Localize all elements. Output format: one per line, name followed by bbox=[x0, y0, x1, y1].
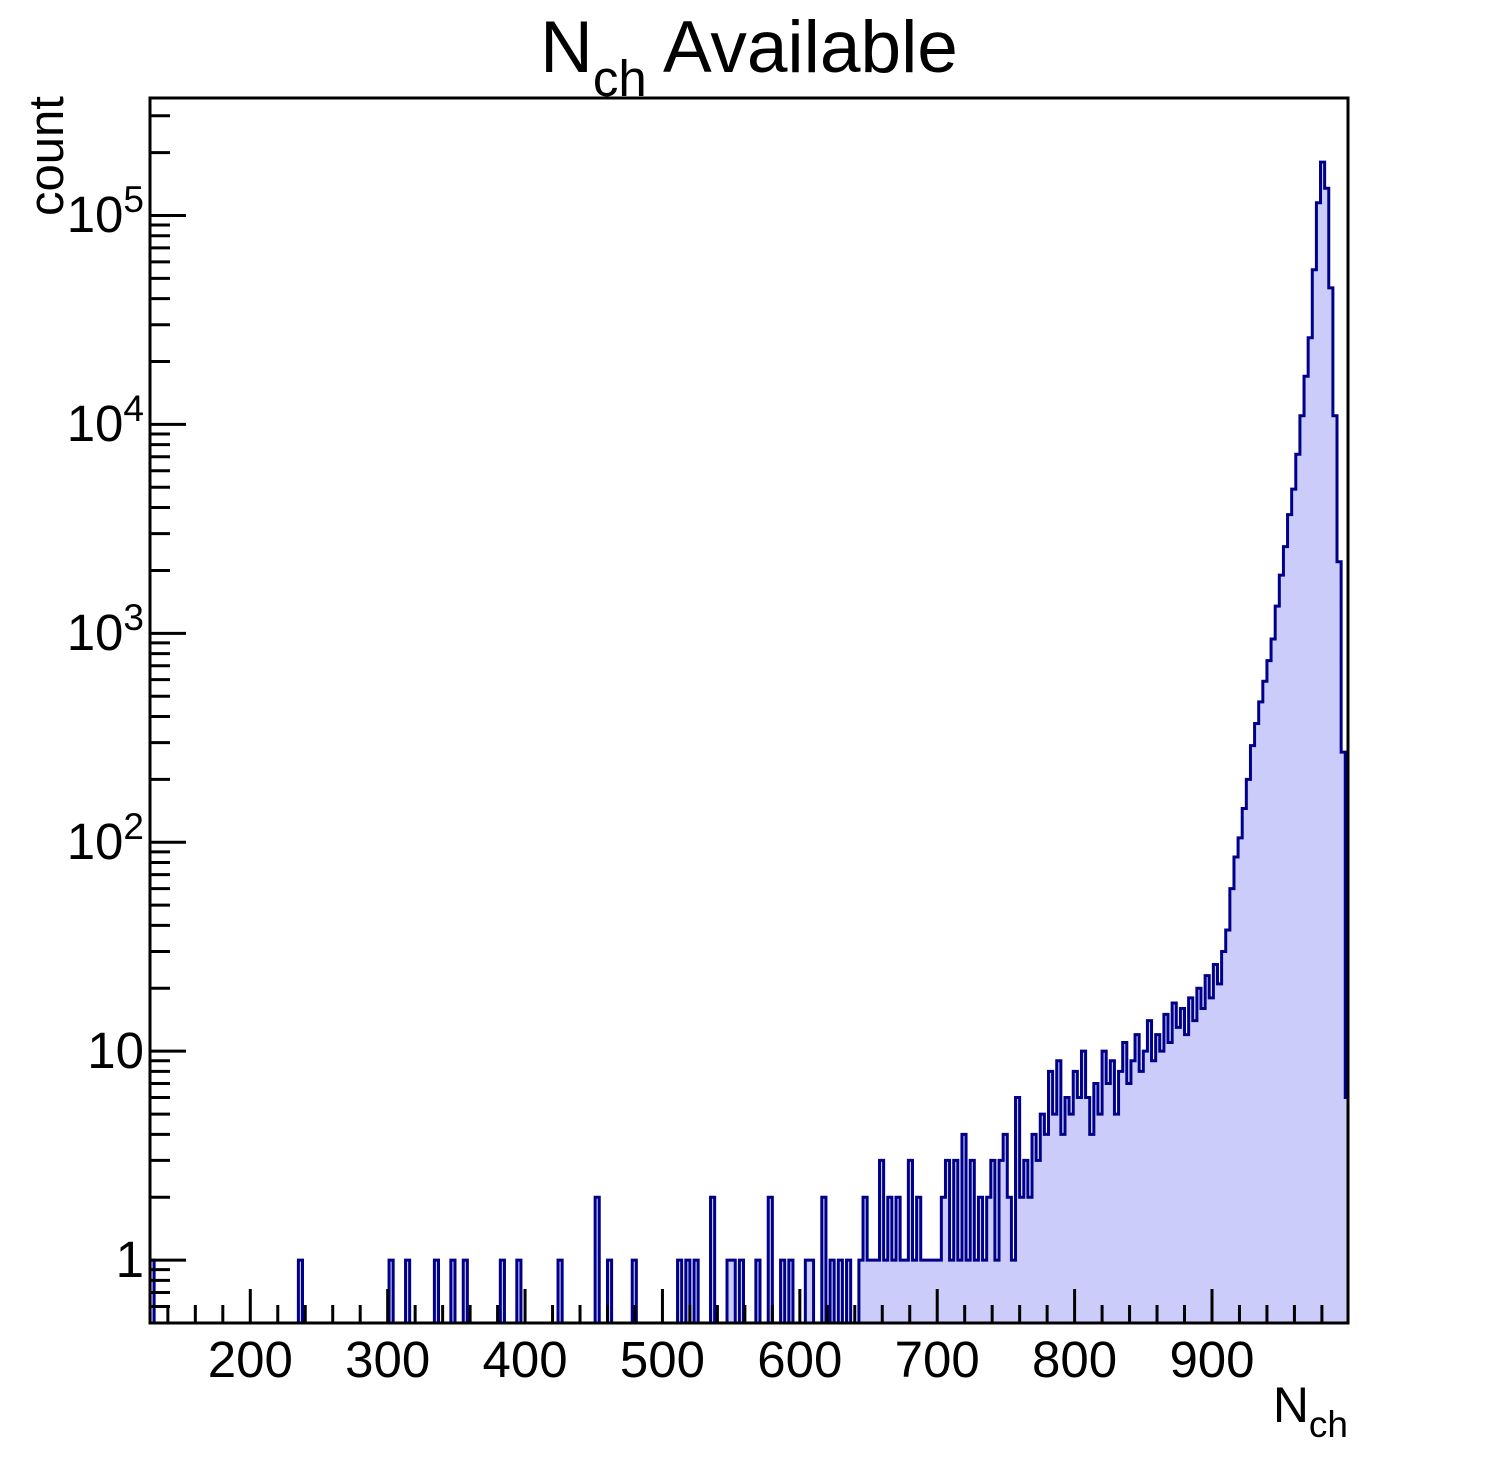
y-tick-exponent: 4 bbox=[123, 388, 144, 430]
chart-title: Nch Available bbox=[150, 0, 1348, 108]
chart-title-main: N bbox=[540, 7, 593, 88]
x-axis-title: Nch bbox=[1148, 1376, 1348, 1446]
y-tick-exponent: 2 bbox=[123, 806, 144, 848]
y-tick-label: 104 bbox=[66, 388, 144, 453]
plot-frame bbox=[148, 96, 1350, 1325]
x-tick-label: 200 bbox=[207, 1331, 293, 1388]
y-tick-label: 103 bbox=[66, 597, 144, 662]
x-tick-label: 300 bbox=[345, 1331, 431, 1388]
chart-title-rest: Available bbox=[646, 7, 958, 88]
x-tick-label: 900 bbox=[1169, 1331, 1255, 1388]
chart-title-subscript: ch bbox=[592, 50, 647, 107]
x-tick-label: 700 bbox=[894, 1331, 980, 1388]
x-tick-label: 500 bbox=[619, 1331, 705, 1388]
y-tick-label: 10 bbox=[87, 1022, 144, 1080]
y-tick-label: 105 bbox=[66, 179, 144, 244]
y-tick-exponent: 5 bbox=[123, 179, 144, 221]
y-tick-exponent: 3 bbox=[123, 597, 144, 639]
x-axis-title-main: N bbox=[1272, 1377, 1309, 1433]
x-tick-label: 600 bbox=[757, 1331, 843, 1388]
x-tick-label: 800 bbox=[1032, 1331, 1118, 1388]
x-tick-label: 400 bbox=[482, 1331, 568, 1388]
histogram-area bbox=[150, 160, 1348, 1323]
y-tick-label: 1 bbox=[115, 1231, 144, 1289]
y-tick-label: 102 bbox=[66, 806, 144, 871]
x-axis-title-subscript: ch bbox=[1308, 1404, 1348, 1445]
